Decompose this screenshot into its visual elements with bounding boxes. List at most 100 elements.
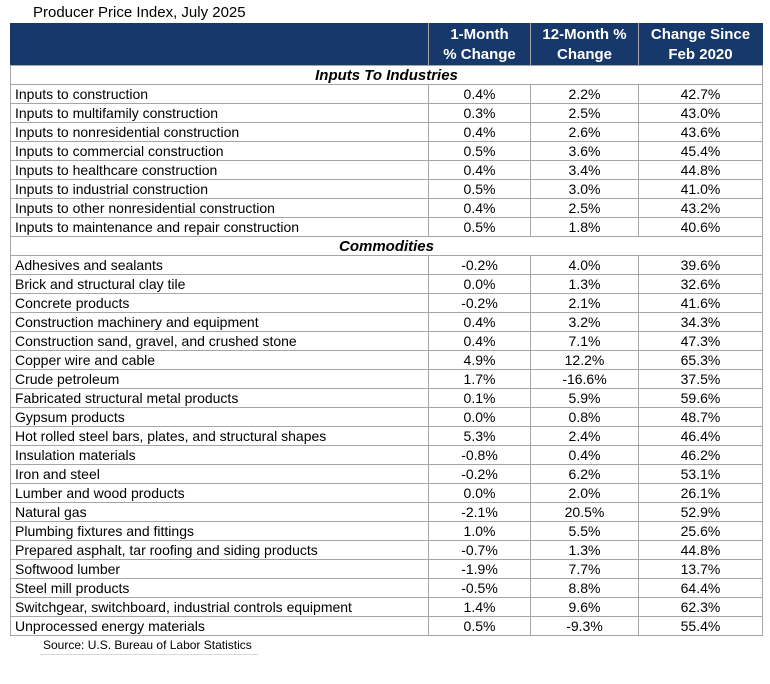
table-row: Gypsum products 0.0% 0.8% 48.7% (10, 407, 763, 427)
section-header: Inputs To Industries (10, 65, 763, 85)
table-row: Inputs to healthcare construction 0.4% 3.4… (10, 160, 763, 180)
row-value: 40.6% (638, 217, 763, 237)
row-value: 8.8% (530, 578, 639, 598)
row-label: Hot rolled steel bars, plates, and struc… (10, 426, 429, 446)
table-row: Natural gas -2.1% 20.5% 52.9% (10, 502, 763, 522)
row-label: Brick and structural clay tile (10, 274, 429, 294)
row-value: 5.9% (530, 388, 639, 408)
row-label: Lumber and wood products (10, 483, 429, 503)
row-value: 25.6% (638, 521, 763, 541)
table-row: Brick and structural clay tile 0.0% 1.3% 32… (10, 274, 763, 294)
table-row: Inputs to multifamily construction 0.3% 2.… (10, 103, 763, 123)
row-value: 0.0% (428, 483, 531, 503)
row-value: 3.4% (530, 160, 639, 180)
row-value: 0.3% (428, 103, 531, 123)
row-label: Inputs to commercial construction (10, 141, 429, 161)
row-label: Inputs to healthcare construction (10, 160, 429, 180)
table-row: Inputs to nonresidential construction 0.4… (10, 122, 763, 142)
row-value: -0.2% (428, 464, 531, 484)
row-value: -1.9% (428, 559, 531, 579)
row-label: Steel mill products (10, 578, 429, 598)
column-header: 1-Month% Change (428, 23, 531, 66)
row-value: 1.3% (530, 540, 639, 560)
table-row: Iron and steel -0.2% 6.2% 53.1% (10, 464, 763, 484)
row-value: 0.4% (428, 198, 531, 218)
row-label: Gypsum products (10, 407, 429, 427)
row-value: 13.7% (638, 559, 763, 579)
row-value: 1.8% (530, 217, 639, 237)
bottom-divider (40, 654, 258, 655)
table-row: Inputs to other nonresidential construct… (10, 198, 763, 218)
row-value: 41.6% (638, 293, 763, 313)
row-value: 0.1% (428, 388, 531, 408)
row-value: 39.6% (638, 255, 763, 275)
row-value: 2.1% (530, 293, 639, 313)
row-value: 20.5% (530, 502, 639, 522)
row-value: 26.1% (638, 483, 763, 503)
row-label: Adhesives and sealants (10, 255, 429, 275)
row-value: 0.4% (530, 445, 639, 465)
row-label: Prepared asphalt, tar roofing and siding… (10, 540, 429, 560)
row-value: 0.4% (428, 160, 531, 180)
row-value: 2.6% (530, 122, 639, 142)
row-label: Inputs to multifamily construction (10, 103, 429, 123)
row-value: 43.0% (638, 103, 763, 123)
row-value: 64.4% (638, 578, 763, 598)
column-header: Change Since Feb 2020 (638, 23, 763, 66)
row-value: 5.5% (530, 521, 639, 541)
row-value: 0.4% (428, 122, 531, 142)
row-value: 12.2% (530, 350, 639, 370)
row-value: 0.5% (428, 179, 531, 199)
section-header: Commodities (10, 236, 763, 256)
row-label: Concrete products (10, 293, 429, 313)
row-value: 65.3% (638, 350, 763, 370)
row-value: 0.0% (428, 407, 531, 427)
table-row: Crude petroleum 1.7% -16.6% 37.5% (10, 369, 763, 389)
row-label: Softwood lumber (10, 559, 429, 579)
row-value: 47.3% (638, 331, 763, 351)
row-value: 2.0% (530, 483, 639, 503)
row-value: 6.2% (530, 464, 639, 484)
table-row: Prepared asphalt, tar roofing and siding… (10, 540, 763, 560)
row-value: 4.9% (428, 350, 531, 370)
row-label: Inputs to nonresidential construction (10, 122, 429, 142)
row-value: 59.6% (638, 388, 763, 408)
row-value: -0.7% (428, 540, 531, 560)
row-value: -0.8% (428, 445, 531, 465)
row-value: 1.3% (530, 274, 639, 294)
row-value: 2.4% (530, 426, 639, 446)
table-row: Concrete products -0.2% 2.1% 41.6% (10, 293, 763, 313)
table-row: Inputs to commercial construction 0.5% 3.6… (10, 141, 763, 161)
row-value: 41.0% (638, 179, 763, 199)
row-label: Inputs to other nonresidential construct… (10, 198, 429, 218)
row-value: 0.4% (428, 84, 531, 104)
table-row: Fabricated structural metal products 0.1%… (10, 388, 763, 408)
table-row: Hot rolled steel bars, plates, and struc… (10, 426, 763, 446)
row-value: 0.5% (428, 616, 531, 636)
section-header-row: Commodities (10, 236, 763, 256)
table-row: Inputs to construction 0.4% 2.2% 42.7% (10, 84, 763, 104)
row-value: 52.9% (638, 502, 763, 522)
row-value: 42.7% (638, 84, 763, 104)
page: Producer Price Index, July 2025 1-Month%… (0, 4, 770, 684)
row-value: 0.4% (428, 312, 531, 332)
row-label: Inputs to construction (10, 84, 429, 104)
row-label: Insulation materials (10, 445, 429, 465)
row-value: -9.3% (530, 616, 639, 636)
row-value: 3.6% (530, 141, 639, 161)
row-value: 46.2% (638, 445, 763, 465)
row-value: -16.6% (530, 369, 639, 389)
row-value: 5.3% (428, 426, 531, 446)
row-value: 46.4% (638, 426, 763, 446)
section-header-row: Inputs To Industries (10, 65, 763, 85)
row-label: Inputs to maintenance and repair constru… (10, 217, 429, 237)
row-value: 44.8% (638, 540, 763, 560)
row-value: 2.5% (530, 198, 639, 218)
row-value: 0.8% (530, 407, 639, 427)
row-value: -0.2% (428, 293, 531, 313)
row-value: 0.5% (428, 217, 531, 237)
page-title: Producer Price Index, July 2025 (33, 4, 246, 21)
row-value: 32.6% (638, 274, 763, 294)
row-label: Iron and steel (10, 464, 429, 484)
table-row: Construction machinery and equipment 0.4%… (10, 312, 763, 332)
